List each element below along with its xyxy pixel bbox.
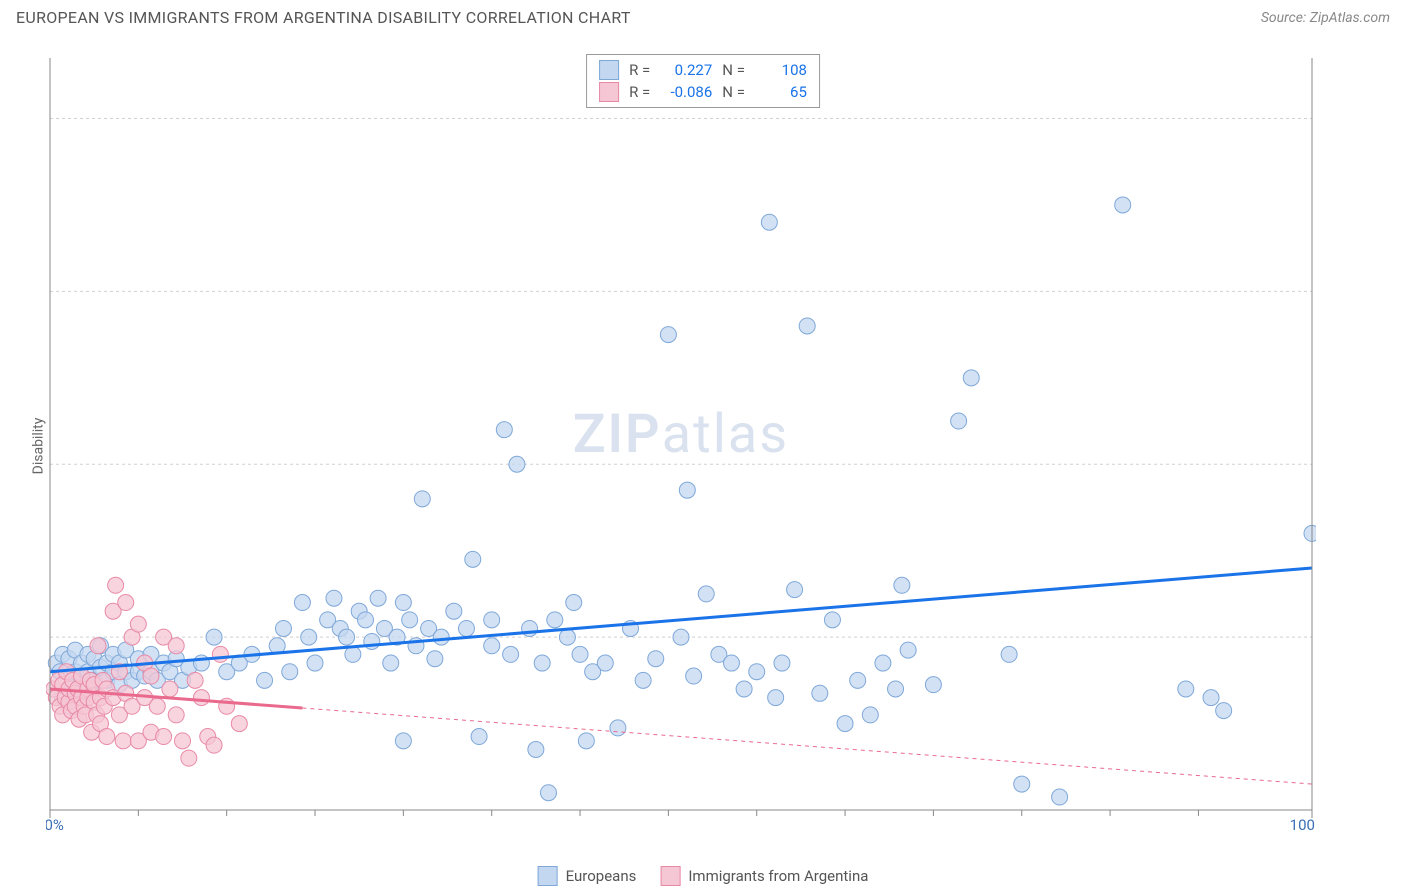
source-label: Source: ZipAtlas.com [1261,10,1390,26]
legend-item: Immigrants from Argentina [660,866,868,886]
svg-text:100.0%: 100.0% [1290,816,1316,830]
legend-label: Europeans [566,867,637,885]
legend-swatch [538,866,558,886]
n-label: N = [722,61,745,79]
r-value: -0.086 [660,83,712,101]
legend-label: Immigrants from Argentina [688,867,868,885]
svg-text:0.0%: 0.0% [46,816,64,830]
n-value: 65 [755,83,807,101]
r-label: R = [629,61,650,79]
scatter-chart: ZIPatlas0.0%100.0%20.0%40.0%60.0%80.0% [46,50,1316,830]
legend-swatch [599,82,619,102]
legend-stat-row: R = -0.086 N = 65 [599,81,807,103]
legend-stats: R = 0.227 N = 108 R = -0.086 N = 65 [586,54,820,108]
r-label: R = [629,83,650,101]
header: EUROPEAN VS IMMIGRANTS FROM ARGENTINA DI… [0,0,1406,33]
legend-stat-row: R = 0.227 N = 108 [599,59,807,81]
chart-title: EUROPEAN VS IMMIGRANTS FROM ARGENTINA DI… [16,8,631,27]
svg-text:ZIPatlas: ZIPatlas [573,403,789,466]
legend-series: Europeans Immigrants from Argentina [538,866,869,886]
n-label: N = [722,83,745,101]
legend-item: Europeans [538,866,637,886]
y-axis-label: Disability [30,418,46,475]
legend-swatch [599,60,619,80]
n-value: 108 [755,61,807,79]
legend-swatch [660,866,680,886]
r-value: 0.227 [660,61,712,79]
chart-area: ZIPatlas0.0%100.0%20.0%40.0%60.0%80.0% [46,50,1316,830]
